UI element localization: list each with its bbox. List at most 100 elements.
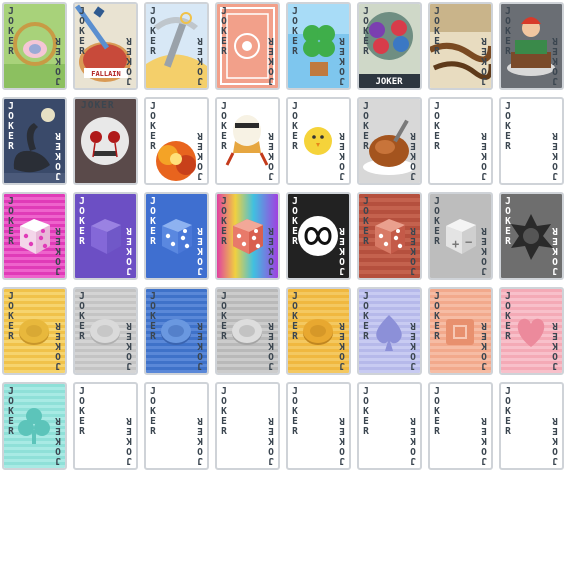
card-label-bottom: JOKER (55, 35, 61, 86)
card-art (75, 99, 136, 183)
card-art (75, 289, 136, 373)
card-art-text: FALLAIN (91, 70, 121, 78)
card-label-top: JOKER (8, 196, 14, 247)
card-label-top: JOKER (363, 6, 369, 57)
joker-card-dice-rainbow[interactable]: JOKER JOKER (215, 192, 280, 280)
joker-card-spiked[interactable]: JOKER JOKER (499, 192, 564, 280)
joker-card-pickaxe[interactable]: JOKER JOKER (144, 2, 209, 90)
card-art: JOKER (359, 4, 420, 88)
joker-card-token-blue[interactable]: JOKER JOKER (144, 287, 209, 375)
joker-card-red-back[interactable]: JOKER JOKER (215, 2, 280, 90)
card-label-top: JOKER (150, 101, 156, 152)
joker-card-skull[interactable]: JOKER (73, 97, 138, 185)
card-label-top: JOKER (150, 386, 156, 437)
tree-card-banner: JOKER (375, 77, 403, 87)
joker-card-egg[interactable]: JOKER JOKER (215, 97, 280, 185)
card-art (430, 4, 491, 88)
card-art (4, 99, 65, 183)
card-label-top: JOKER (292, 101, 298, 152)
joker-card-blank[interactable]: JOKER JOKER (499, 97, 564, 185)
card-label-bottom: JOKER (268, 415, 274, 466)
card-art (501, 194, 562, 278)
card-label-bottom: JOKER (410, 130, 416, 181)
joker-card-blank[interactable]: JOKER JOKER (286, 382, 351, 470)
joker-card-sword-pie[interactable]: FALLAIN JOKER JOKER (73, 2, 138, 90)
card-label-bottom: JOKER (552, 415, 558, 466)
card-art (146, 4, 207, 88)
joker-card-chick[interactable]: JOKER JOKER (286, 97, 351, 185)
joker-card-cake[interactable]: JOKER JOKER (499, 2, 564, 90)
joker-card-dice-blue[interactable]: JOKER JOKER (144, 192, 209, 280)
joker-card-blank[interactable]: JOKER JOKER (428, 97, 493, 185)
card-label-top: JOKER (150, 291, 156, 342)
joker-card-dice-red[interactable]: JOKER JOKER (357, 192, 422, 280)
joker-card-basket[interactable]: JOKER JOKER (2, 2, 67, 90)
joker-card-blank[interactable]: JOKER JOKER (499, 382, 564, 470)
joker-card-blank[interactable]: JOKER JOKER (428, 382, 493, 470)
card-label-top: JOKER (434, 101, 440, 152)
card-label-bottom: JOKER (197, 225, 203, 276)
card-art (359, 99, 420, 183)
card-label-top: JOKER (505, 196, 511, 247)
joker-card-club-teal[interactable]: JOKER JOKER (2, 382, 67, 470)
card-label-top: JOKER (505, 6, 511, 57)
card-label-bottom: JOKER (339, 225, 345, 276)
joker-card-blank[interactable]: JOKER JOKER (73, 382, 138, 470)
card-label-top: JOKER (363, 291, 369, 342)
card-label-bottom: JOKER (268, 320, 274, 371)
joker-card-explosion[interactable]: JOKER JOKER (144, 97, 209, 185)
card-art (146, 289, 207, 373)
joker-card-turkey[interactable]: JOKER JOKER (357, 97, 422, 185)
joker-card-blank[interactable]: JOKER JOKER (357, 382, 422, 470)
card-label-bottom: JOKER (410, 320, 416, 371)
card-label-top: JOKER (292, 6, 298, 57)
card-label-top: JOKER (505, 386, 511, 437)
svg-text:+: + (452, 237, 459, 251)
joker-card-spade-lavender[interactable]: JOKER JOKER (357, 287, 422, 375)
card-art (217, 4, 278, 88)
card-label-bottom: JOKER (55, 225, 61, 276)
card-label-top: JOKER (8, 101, 14, 152)
card-art (359, 289, 420, 373)
joker-card-square-salmon[interactable]: JOKER JOKER (428, 287, 493, 375)
card-label-bottom: JOKER (55, 130, 61, 181)
joker-card-plus-minus[interactable]: + − JOKER JOKER (428, 192, 493, 280)
joker-card-dice-magenta[interactable]: JOKER JOKER (2, 192, 67, 280)
joker-card-token-gray[interactable]: JOKER JOKER (73, 287, 138, 375)
joker-card-token-yellow[interactable]: JOKER JOKER (2, 287, 67, 375)
joker-card-heart-pink[interactable]: JOKER JOKER (499, 287, 564, 375)
card-label-bottom: JOKER (481, 320, 487, 371)
card-art (501, 289, 562, 373)
card-label-top: JOKER (79, 291, 85, 342)
joker-card-blank[interactable]: JOKER JOKER (144, 382, 209, 470)
joker-card-clover[interactable]: JOKER JOKER (286, 2, 351, 90)
card-art (4, 384, 65, 468)
joker-card-rope[interactable]: JOKER JOKER (428, 2, 493, 90)
card-label-bottom: JOKER (268, 225, 274, 276)
joker-card-tree[interactable]: JOKER JOKER (357, 2, 422, 90)
card-label-bottom: JOKER (126, 35, 132, 86)
card-label-top: JOKER (8, 6, 14, 57)
card-label-bottom: JOKER (552, 225, 558, 276)
joker-card-swan[interactable]: JOKER JOKER (2, 97, 67, 185)
card-label-bottom: JOKER (197, 35, 203, 86)
joker-card-token-gold[interactable]: JOKER JOKER (286, 287, 351, 375)
joker-card-token-silver[interactable]: JOKER JOKER (215, 287, 280, 375)
card-label-top: JOKER (221, 101, 227, 152)
card-label-top: JOKER (79, 196, 85, 247)
card-label-top: JOKER (221, 6, 227, 57)
svg-text:−: − (465, 235, 472, 249)
card-art: + − (430, 194, 491, 278)
joker-card-dice-purple[interactable]: JOKER JOKER (73, 192, 138, 280)
card-label-bottom: JOKER (268, 35, 274, 86)
joker-card-infinity[interactable]: JOKER JOKER (286, 192, 351, 280)
card-art (217, 99, 278, 183)
card-label-bottom: JOKER (481, 35, 487, 86)
card-label-top: JOKER (221, 196, 227, 247)
card-art (146, 194, 207, 278)
card-label-top: JOKER (434, 386, 440, 437)
card-art (217, 289, 278, 373)
joker-card-blank[interactable]: JOKER JOKER (215, 382, 280, 470)
card-art (4, 289, 65, 373)
card-label-bottom: JOKER (268, 130, 274, 181)
